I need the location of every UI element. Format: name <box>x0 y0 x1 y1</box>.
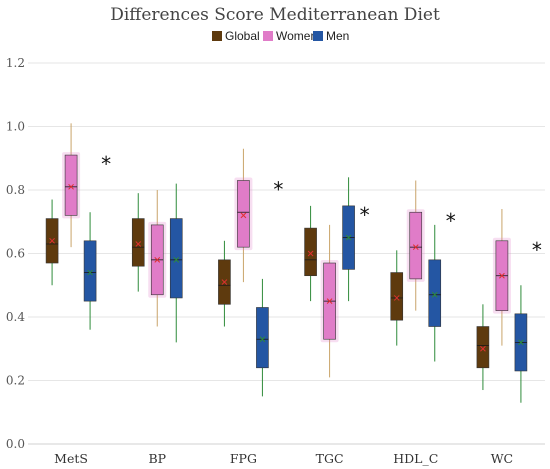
box-women-bp <box>148 190 167 327</box>
box <box>237 180 250 248</box>
significance-star: * <box>360 203 370 227</box>
mean-marker <box>345 234 352 241</box>
mean-marker <box>154 256 161 263</box>
y-tick-label: 1.0 <box>6 120 25 134</box>
gridlines <box>28 62 545 381</box>
legend-swatch <box>263 31 273 41</box>
legend-swatch <box>313 31 323 41</box>
mean-marker <box>221 279 228 285</box>
box <box>64 154 78 216</box>
x-axis: MetS BP FPG TGC HDL_C WC <box>54 451 513 466</box>
mean-marker <box>326 298 333 304</box>
mean-marker <box>431 291 438 298</box>
plot-area <box>45 123 528 403</box>
mean-marker <box>393 295 400 301</box>
box <box>304 227 317 277</box>
mean-marker <box>499 272 505 279</box>
box-women-mets <box>62 123 81 248</box>
mean-marker <box>259 336 266 343</box>
mean-marker <box>135 241 142 247</box>
mean-marker <box>49 237 55 244</box>
y-tick-label: 0.2 <box>6 374 25 388</box>
y-tick-label: 0.0 <box>6 437 25 451</box>
box-women-tgc <box>320 224 339 378</box>
mean-marker <box>307 250 314 257</box>
box-global-wc <box>476 304 490 391</box>
legend: Global Women Men <box>212 29 349 43</box>
mean-marker <box>173 256 180 263</box>
legend-label: Global <box>225 29 260 43</box>
mean-marker <box>240 212 247 219</box>
y-tick-label: 0.8 <box>6 183 25 197</box>
mean-marker <box>412 244 419 251</box>
x-tick-label: WC <box>491 451 513 466</box>
box-women-hdl_c <box>406 180 425 311</box>
y-axis: 0.0 0.2 0.4 0.6 0.8 1.0 1.2 <box>6 56 25 451</box>
mean-marker <box>518 339 524 346</box>
box-men-mets <box>83 212 97 330</box>
box-women-wc <box>492 209 511 346</box>
box-men-bp <box>169 183 183 343</box>
box-men-fpg <box>256 278 269 397</box>
box-global-mets <box>45 199 59 286</box>
box <box>428 259 442 327</box>
box-global-hdl_c <box>390 250 404 346</box>
y-tick-label: 0.4 <box>6 310 25 324</box>
box-men-wc <box>514 285 528 403</box>
box-men-tgc <box>342 177 355 302</box>
x-tick-label: HDL_C <box>393 451 438 466</box>
x-tick-label: MetS <box>54 451 88 466</box>
box-global-fpg <box>218 240 231 327</box>
box <box>476 326 490 369</box>
box <box>409 211 423 280</box>
box-men-hdl_c <box>428 224 442 362</box>
significance-star: * <box>446 209 456 233</box>
chart-title: Differences Score Mediterranean Diet <box>110 5 440 25</box>
box <box>131 218 145 267</box>
box <box>390 272 404 321</box>
box <box>256 307 269 369</box>
x-tick-label: TGC <box>316 451 344 466</box>
y-tick-label: 1.2 <box>6 56 25 70</box>
mean-marker <box>68 183 74 190</box>
mean-marker <box>480 345 486 352</box>
box <box>83 240 97 302</box>
legend-swatch <box>212 31 222 41</box>
mean-marker <box>87 269 93 276</box>
significance-markers: * * * * * <box>101 152 542 262</box>
significance-star: * <box>101 152 111 176</box>
x-tick-label: FPG <box>230 451 257 466</box>
box-global-tgc <box>304 205 317 302</box>
box-global-bp <box>131 193 145 292</box>
significance-star: * <box>532 238 542 262</box>
legend-label: Men <box>326 29 349 43</box>
box <box>169 218 183 299</box>
legend-label: Women <box>276 29 317 43</box>
x-tick-label: BP <box>148 451 166 466</box>
box-women-fpg <box>234 148 253 283</box>
significance-star: * <box>273 177 283 201</box>
y-tick-label: 0.6 <box>6 247 25 261</box>
